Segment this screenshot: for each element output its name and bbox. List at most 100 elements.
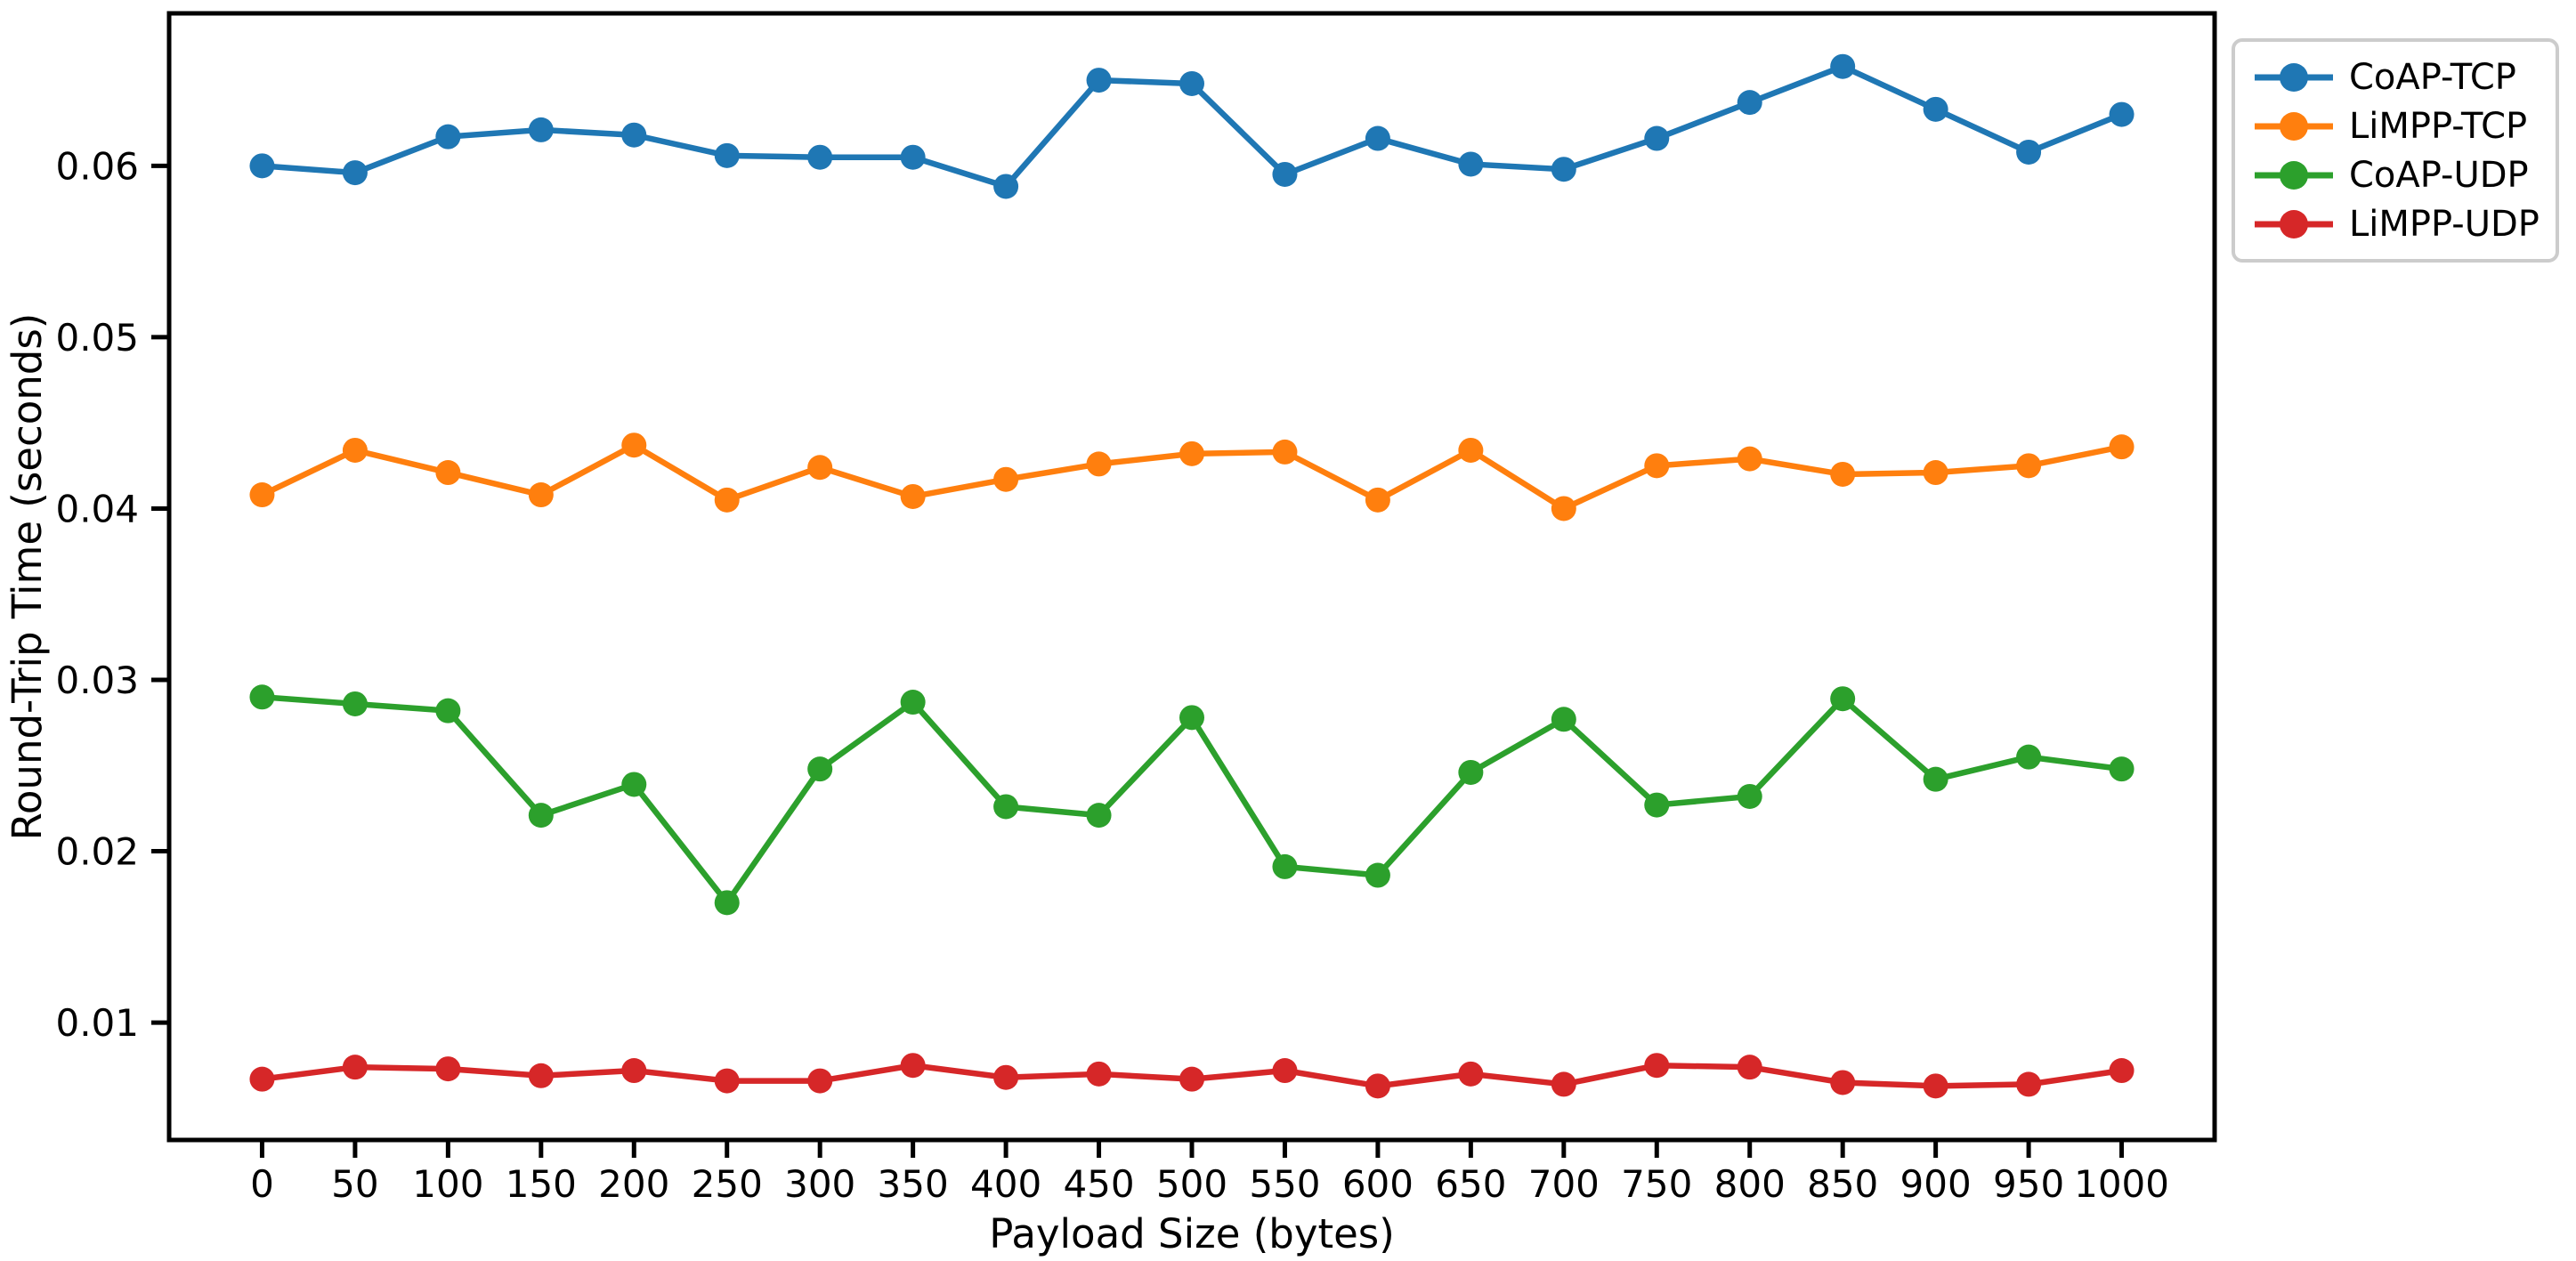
data-point-limpp-tcp	[2109, 434, 2135, 460]
data-point-coap-tcp	[1737, 90, 1762, 116]
data-point-limpp-tcp	[2016, 453, 2042, 479]
x-tick-label: 650	[1435, 1162, 1506, 1206]
x-tick-label: 700	[1528, 1162, 1600, 1206]
legend-marker-limpp-tcp	[2280, 111, 2308, 141]
x-tick-label: 900	[1900, 1162, 1972, 1206]
y-axis-label: Round-Trip Time (seconds)	[4, 313, 51, 841]
data-point-coap-tcp	[1365, 125, 1390, 151]
data-point-limpp-tcp	[993, 466, 1019, 492]
data-point-limpp-udp	[1737, 1055, 1762, 1080]
data-point-limpp-udp	[1644, 1053, 1670, 1079]
legend-label-coap-udp: CoAP-UDP	[2349, 154, 2529, 196]
x-tick-label: 500	[1156, 1162, 1227, 1206]
legend-swatch-coap-udp	[2255, 160, 2333, 190]
x-axis: 0 50 100 150 200 250 300 350 400 450 500 550 600 650 7…	[250, 1140, 2169, 1206]
data-point-coap-tcp	[993, 174, 1019, 199]
data-point-coap-udp	[2016, 744, 2042, 770]
data-point-limpp-tcp	[342, 437, 368, 463]
legend-item-coap-udp: CoAP-UDP	[2253, 158, 2543, 193]
data-point-limpp-udp	[2016, 1071, 2042, 1097]
data-point-limpp-tcp	[249, 482, 275, 508]
legend-label-limpp-tcp: LiMPP-TCP	[2349, 105, 2528, 147]
data-point-limpp-udp	[1365, 1073, 1390, 1099]
data-point-limpp-tcp	[528, 482, 554, 508]
data-point-limpp-udp	[621, 1058, 647, 1084]
plot-series	[249, 53, 2135, 1099]
data-point-limpp-udp	[435, 1056, 461, 1082]
data-point-coap-udp	[714, 890, 740, 916]
x-tick-label: 1000	[2074, 1162, 2169, 1206]
y-axis: 0.01 0.02 0.03 0.04 0.05 0.06	[55, 144, 169, 1045]
y-tick-label: 0.04	[55, 487, 139, 530]
data-point-limpp-tcp	[714, 487, 740, 513]
legend-item-limpp-udp: LiMPP-UDP	[2253, 206, 2543, 242]
data-point-limpp-tcp	[1644, 453, 1670, 479]
data-point-limpp-udp	[1923, 1073, 1948, 1099]
data-point-coap-udp	[1086, 803, 1112, 829]
data-point-coap-tcp	[435, 124, 461, 150]
x-tick-label: 300	[784, 1162, 855, 1206]
data-point-limpp-udp	[900, 1053, 926, 1079]
x-tick-label: 200	[598, 1162, 669, 1206]
data-point-limpp-tcp	[1458, 437, 1484, 463]
x-tick-label: 150	[506, 1162, 577, 1206]
legend: CoAP-TCP LiMPP-TCP CoAP-UDP LiMPP-UDP	[2232, 38, 2559, 263]
x-tick-label: 950	[1993, 1162, 2064, 1206]
data-point-coap-udp	[1644, 792, 1670, 818]
x-tick-label: 0	[250, 1162, 274, 1206]
data-point-limpp-udp	[1179, 1066, 1204, 1092]
data-point-coap-udp	[621, 772, 647, 797]
data-point-coap-udp	[249, 684, 275, 710]
data-point-coap-tcp	[621, 122, 647, 148]
data-point-limpp-udp	[528, 1063, 554, 1088]
x-tick-label: 750	[1621, 1162, 1692, 1206]
legend-marker-coap-udp	[2280, 160, 2308, 190]
legend-swatch-limpp-udp	[2255, 209, 2333, 238]
data-point-limpp-tcp	[1551, 496, 1576, 521]
data-point-coap-tcp	[528, 117, 554, 142]
data-point-coap-tcp	[249, 153, 275, 179]
legend-marker-coap-tcp	[2280, 62, 2308, 92]
y-tick-label: 0.03	[55, 659, 139, 702]
x-tick-label: 850	[1807, 1162, 1878, 1206]
data-point-coap-udp	[1365, 862, 1390, 888]
legend-label-coap-tcp: CoAP-TCP	[2349, 56, 2516, 98]
y-tick-label: 0.01	[55, 1001, 139, 1045]
data-point-coap-udp	[1458, 759, 1484, 785]
data-point-coap-udp	[1830, 686, 1856, 712]
plot-frame	[166, 11, 2217, 1143]
data-point-limpp-tcp	[1737, 446, 1762, 472]
y-tick-label: 0.05	[55, 316, 139, 360]
data-point-coap-udp	[1179, 705, 1204, 731]
data-point-limpp-tcp	[435, 460, 461, 486]
x-tick-label: 600	[1342, 1162, 1414, 1206]
legend-marker-limpp-udp	[2280, 209, 2308, 238]
y-tick-label: 0.02	[55, 830, 139, 874]
data-point-coap-tcp	[1179, 70, 1204, 96]
data-point-coap-tcp	[900, 144, 926, 170]
data-point-limpp-tcp	[1272, 439, 1298, 465]
legend-item-coap-tcp: CoAP-TCP	[2253, 60, 2543, 95]
data-point-coap-udp	[342, 691, 368, 716]
data-point-limpp-udp	[1551, 1071, 1576, 1097]
data-point-coap-udp	[993, 794, 1019, 820]
data-point-coap-tcp	[1458, 151, 1484, 177]
data-point-coap-udp	[528, 803, 554, 829]
data-point-coap-tcp	[1086, 68, 1112, 93]
data-point-limpp-tcp	[900, 483, 926, 509]
x-tick-label: 50	[331, 1162, 378, 1206]
legend-swatch-coap-tcp	[2255, 62, 2333, 92]
data-point-limpp-udp	[993, 1064, 1019, 1090]
data-point-coap-tcp	[1830, 53, 1856, 79]
data-point-limpp-tcp	[1086, 451, 1112, 477]
x-tick-label: 550	[1249, 1162, 1320, 1206]
x-tick-label: 250	[692, 1162, 763, 1206]
x-tick-label: 800	[1714, 1162, 1786, 1206]
data-point-limpp-udp	[2109, 1058, 2135, 1084]
legend-label-limpp-udp: LiMPP-UDP	[2349, 203, 2540, 245]
data-point-coap-tcp	[2016, 139, 2042, 165]
data-point-coap-udp	[807, 756, 833, 782]
data-point-limpp-udp	[249, 1066, 275, 1092]
data-point-coap-tcp	[807, 144, 833, 170]
